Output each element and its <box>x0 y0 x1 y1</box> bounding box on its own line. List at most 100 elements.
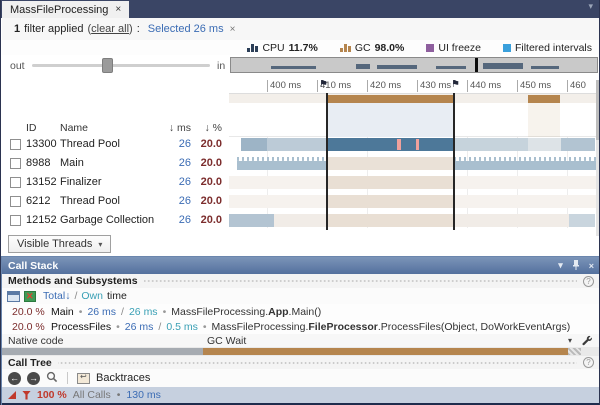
thread-timeline[interactable]: 400 ms 410 ms 420 ms 430 ms 440 ms 450 m… <box>229 80 598 236</box>
timeline-row-thread-pool-2[interactable] <box>229 195 598 208</box>
filter-count: 1 <box>14 23 21 35</box>
wrench-icon[interactable] <box>581 335 592 349</box>
back-icon[interactable]: ← <box>8 371 21 385</box>
status-percent: 100 % <box>37 389 67 401</box>
legend: CPU 11.7% GC 98.0% UI freeze Filtered inte… <box>2 40 599 55</box>
gc-wait-bar-segment <box>203 348 568 355</box>
tab-title: MassFileProcessing <box>10 3 109 16</box>
gc-segment <box>528 95 560 103</box>
timeline-row-thread-pool[interactable] <box>229 138 598 151</box>
legend-filtered-intervals: Filtered intervals <box>502 42 592 54</box>
thread-checkbox[interactable] <box>10 139 21 150</box>
tab-close-icon[interactable]: × <box>115 4 122 15</box>
selection-boundary-left[interactable] <box>326 93 328 230</box>
cpu-chart-icon <box>247 43 259 52</box>
timeline-row-finalizer[interactable] <box>229 176 598 189</box>
help-icon[interactable]: ? <box>583 275 594 287</box>
ruler-tick: 450 ms <box>517 80 551 92</box>
call-stack-row[interactable]: 20.0 % Main • 26 ms / 26 ms • MassFilePr… <box>2 304 599 319</box>
native-code-bar-segment <box>2 348 203 355</box>
timeline-row-garbage-collection[interactable] <box>229 214 598 227</box>
header-ms-sort[interactable]: ↓ ms <box>168 122 191 134</box>
header-name[interactable]: Name <box>60 122 89 134</box>
methods-subsystems-header: Methods and Subsystems ? <box>2 274 599 288</box>
filter-label: filter applied <box>24 23 84 35</box>
filter-bar: 1 filter applied (clear all) : Selected … <box>2 18 599 40</box>
call-tree-statusbar: 100 % All Calls • 130 ms <box>2 387 599 405</box>
legend-gc: GC 98.0% <box>339 42 404 54</box>
ui-freeze-mark <box>397 139 401 150</box>
ruler-tick: 460 ms <box>567 80 598 103</box>
timeline-scrollbar[interactable] <box>596 80 599 236</box>
excel-export-icon[interactable] <box>24 290 36 302</box>
thread-checkbox[interactable] <box>10 158 21 169</box>
sort-total-link[interactable]: Total↓ <box>43 290 71 302</box>
call-stack-titlebar[interactable]: Call Stack ▾ × <box>2 257 599 274</box>
help-icon[interactable]: ? <box>583 357 594 368</box>
zoom-out-label: out <box>10 60 25 72</box>
thread-table-header: ID Name ↓ ms ↓ % <box>2 122 229 136</box>
thread-row[interactable]: 6212 Thread Pool 26 20.0 <box>2 195 229 211</box>
header-pct-sort[interactable]: ↓ % <box>204 122 222 134</box>
timeline-overview-minimap[interactable] <box>230 57 598 73</box>
selection-flag-icon[interactable]: ⚑ <box>451 80 460 90</box>
backtraces-icon <box>77 372 90 384</box>
ruler-tick: 440 ms <box>467 80 501 92</box>
call-stack-title: Call Stack <box>8 259 59 272</box>
panel-chevron-icon[interactable]: ▾ <box>558 260 563 270</box>
call-tree-toolbar: ← → Backtraces <box>2 369 599 387</box>
export-window-icon[interactable] <box>7 290 20 302</box>
visible-threads-button[interactable]: Visible Threads ▾ <box>8 235 112 253</box>
call-stack-row[interactable]: 20.0 % ProcessFiles • 26 ms / 0.5 ms • M… <box>2 319 599 334</box>
dropdown-chevron-icon: ▾ <box>98 239 103 249</box>
search-icon[interactable] <box>46 371 58 386</box>
ruler-tick: 400 ms <box>267 80 301 92</box>
gc-chart-icon <box>339 43 351 52</box>
selected-range-close-icon[interactable]: × <box>229 23 236 35</box>
selection-flag-icon[interactable]: ⚑ <box>319 80 328 90</box>
thread-table: ID Name ↓ ms ↓ % 13300 Thread Pool 26 20.0… <box>2 80 229 256</box>
filter-funnel-icon[interactable] <box>22 390 31 400</box>
tab-overflow-chevron-icon[interactable]: ▾ <box>588 1 593 11</box>
ruler-tick: 430 ms <box>417 80 451 92</box>
tab-massfileprocessing[interactable]: MassFileProcessing × <box>2 1 130 18</box>
panel-close-icon[interactable]: × <box>588 260 594 271</box>
call-stack-panel: Call Stack ▾ × Methods and Subsystems ? … <box>1 256 599 405</box>
marker-band <box>229 103 598 137</box>
overview-position-caret[interactable] <box>475 58 478 72</box>
gc-segment <box>328 95 454 103</box>
bar-dropdown-chevron-icon[interactable]: ▾ <box>567 336 572 345</box>
pin-icon[interactable] <box>572 259 580 272</box>
thread-row[interactable]: 13152 Finalizer 26 20.0 <box>2 176 229 192</box>
zoom-in-label: in <box>217 60 226 72</box>
thread-row[interactable]: 12152 Garbage Collection 26 20.0 <box>2 214 229 230</box>
gc-wait-label: GC Wait <box>207 334 247 347</box>
ruler-tick: 410 ms <box>317 80 351 92</box>
thread-checkbox[interactable] <box>10 215 21 226</box>
ui-freeze-swatch-icon <box>426 43 435 52</box>
header-id[interactable]: ID <box>26 122 37 134</box>
thread-checkbox[interactable] <box>10 177 21 188</box>
forward-icon[interactable]: → <box>27 371 40 385</box>
bar-hatch-segment <box>568 348 581 355</box>
backtraces-tab[interactable]: Backtraces <box>96 372 151 384</box>
legend-cpu: CPU 11.7% <box>247 42 318 54</box>
thread-row[interactable]: 8988 Main 26 20.0 <box>2 157 229 173</box>
sort-own-link[interactable]: Own <box>81 290 103 302</box>
thread-checkbox[interactable] <box>10 196 21 207</box>
timeline-row-main[interactable] <box>229 157 598 170</box>
clear-all-link[interactable]: (clear all) <box>87 23 133 35</box>
zoom-slider-track[interactable] <box>32 64 210 67</box>
thread-row[interactable]: 13300 Thread Pool 26 20.0 <box>2 138 229 154</box>
call-tree-header: Call Tree ? <box>2 356 599 369</box>
ruler-tick: 420 ms <box>367 80 401 92</box>
call-stack-toolbar: Total↓ / Own time <box>2 288 599 304</box>
zoom-and-overview-row: out in <box>2 55 599 80</box>
ui-freeze-mark <box>416 139 419 150</box>
selection-boundary-right[interactable] <box>453 93 455 230</box>
zoom-slider-thumb[interactable] <box>102 58 113 73</box>
stack-duration-bar <box>2 347 599 356</box>
all-calls-label: All Calls <box>72 389 111 401</box>
hot-path-icon[interactable] <box>8 391 16 399</box>
